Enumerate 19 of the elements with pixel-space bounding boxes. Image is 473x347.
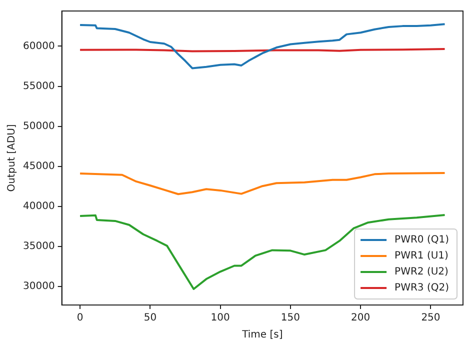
y-tick-label: 50000	[23, 120, 55, 132]
x-tick-label: 250	[421, 312, 440, 324]
y-tick-label: 55000	[23, 80, 55, 92]
legend-label: PWR3 (Q2)	[394, 282, 450, 294]
x-tick-label: 0	[76, 312, 84, 324]
x-tick-label: 50	[144, 312, 157, 324]
x-axis-title: Time [s]	[241, 330, 283, 341]
y-tick-label: 45000	[23, 161, 55, 172]
y-tick-label: 30000	[23, 281, 55, 292]
legend-label: PWR0 (Q1)	[394, 234, 450, 246]
x-tick-label: 150	[280, 312, 300, 324]
x-tick-label: 200	[351, 312, 370, 324]
y-tick-label: 60000	[23, 40, 55, 52]
y-axis-title: Output [ADU]	[6, 124, 18, 192]
legend-label: PWR2 (U2)	[394, 266, 449, 278]
legend-label: PWR1 (U1)	[394, 250, 449, 262]
x-tick-label: 100	[210, 312, 230, 324]
y-tick-label: 35000	[23, 241, 55, 252]
y-tick-label: 40000	[23, 201, 55, 212]
